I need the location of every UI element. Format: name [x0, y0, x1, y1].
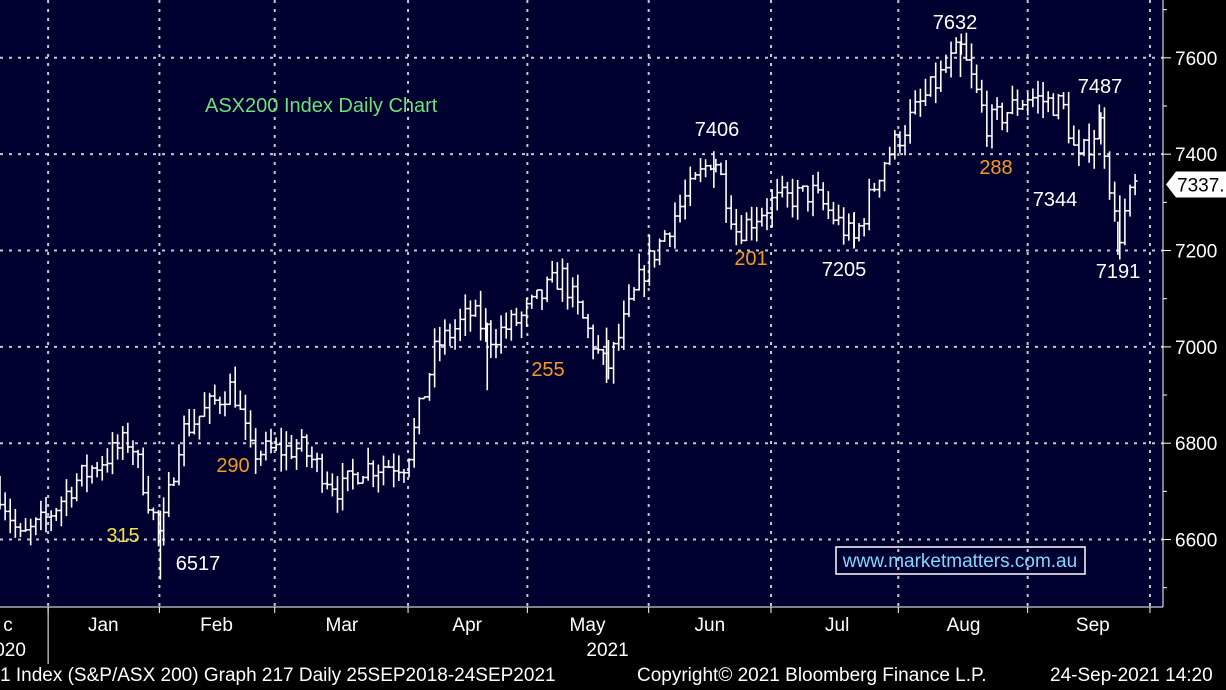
watermark[interactable]: www.marketmatters.com.au	[835, 546, 1086, 575]
price-annotation: 7205	[822, 259, 867, 281]
move-annotation: 290	[216, 455, 249, 477]
last-price-marker	[1166, 171, 1226, 198]
month-label: c	[3, 615, 13, 636]
month-label: Jul	[825, 615, 849, 636]
watermark-link[interactable]: www.marketmatters.com.au	[842, 551, 1077, 572]
move-annotation: 315	[106, 525, 139, 547]
month-label: May	[570, 615, 606, 636]
month-label: Aug	[947, 615, 981, 636]
status-footer: 1 Index (S&P/ASX 200) Graph 217 Daily 25…	[0, 664, 1226, 690]
price-annotation: 6517	[176, 553, 221, 575]
price-axis-label: 7000	[1175, 338, 1217, 359]
last-price-label: 7337.	[1177, 176, 1225, 197]
axis-ticks	[0, 0, 1171, 664]
month-label: Sep	[1076, 615, 1110, 636]
price-axis-label: 7200	[1175, 242, 1217, 263]
plot-background	[0, 0, 1163, 607]
month-axis-labels: c Jan Feb Mar Apr May Jun Jul Aug Sep 020 2021	[0, 615, 1110, 661]
year-label: 2021	[586, 640, 628, 661]
move-annotation: 288	[979, 157, 1012, 179]
last-price-tag: 7337.	[1166, 171, 1226, 198]
month-label: Jan	[88, 615, 119, 636]
price-annotation: 7191	[1096, 261, 1141, 283]
month-label: Feb	[200, 615, 233, 636]
month-label: Apr	[452, 615, 482, 636]
price-annotation: 7632	[933, 12, 978, 34]
price-axis-label: 7600	[1175, 49, 1217, 70]
time-axis-band	[0, 607, 1226, 664]
chart-title: ASX200 Index Daily Chart	[205, 95, 438, 117]
year-label: 020	[0, 640, 26, 661]
footer-series-info: 1 Index (S&P/ASX 200) Graph 217 Daily 25…	[0, 665, 556, 686]
price-annotation: 7406	[695, 119, 740, 141]
chart-annotations: 7632 7487 7406 7344 7205 7191 6517 315 290 255 201…	[106, 12, 1140, 575]
price-axis-label: 6600	[1175, 531, 1217, 552]
price-axis-label: 6800	[1175, 434, 1217, 455]
price-bars	[0, 32, 1138, 580]
month-label: Mar	[326, 615, 359, 636]
price-axis-band	[1163, 0, 1226, 664]
month-label: Jun	[695, 615, 726, 636]
footer-copyright: Copyright© 2021 Bloomberg Finance L.P.	[637, 665, 987, 686]
watermark-box	[835, 546, 1086, 575]
price-axis-labels: 6600 6800 7000 7200 7400 7600	[1175, 49, 1217, 552]
asx200-ohlc-chart: 6600 6800 7000 7200 7400 7600 c Jan Feb Mar Apr Ma…	[0, 0, 1226, 664]
move-annotation: 255	[531, 359, 564, 381]
footer-timestamp: 24-Sep-2021 14:20	[1050, 665, 1213, 686]
move-annotation: 201	[734, 248, 767, 270]
price-axis-label: 7400	[1175, 145, 1217, 166]
price-annotation: 7344	[1033, 189, 1078, 211]
price-annotation: 7487	[1078, 76, 1123, 98]
